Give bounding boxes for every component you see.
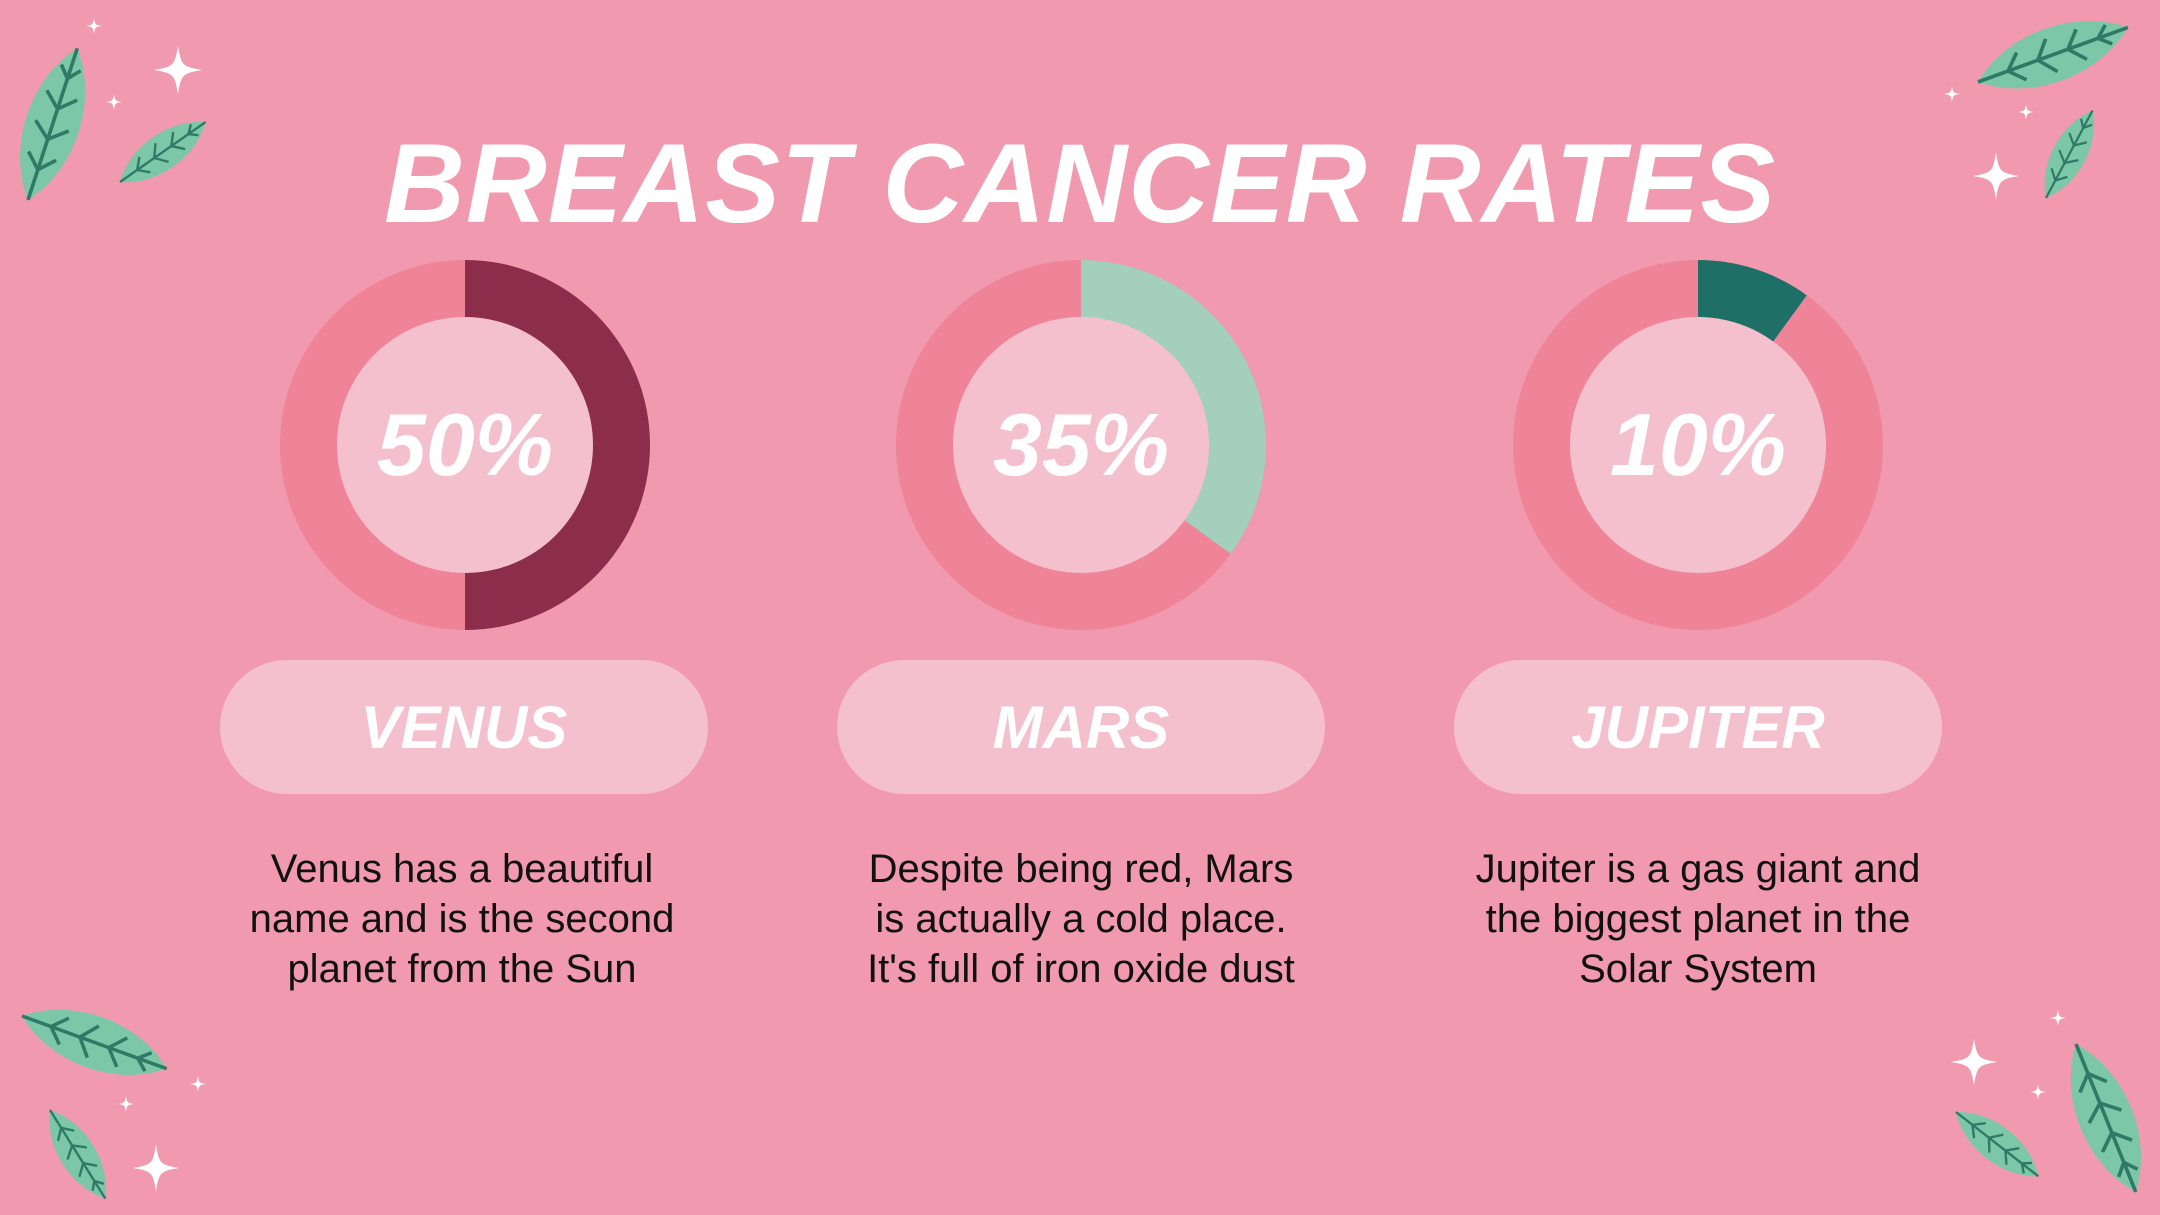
donut-svg — [280, 260, 650, 630]
sparkle-icon — [2018, 104, 2034, 120]
leaf-icon — [1966, 0, 2139, 110]
sparkle-icon — [1950, 1038, 1998, 1086]
sparkle-icon — [106, 94, 122, 110]
inner-disc — [953, 317, 1209, 573]
description-mars: Despite being red, Mars is actually a co… — [867, 847, 1295, 991]
leaf-icon — [2048, 1032, 2160, 1204]
sparkle-icon — [118, 1096, 134, 1112]
label-pill-venus: VENUS — [220, 660, 708, 794]
percent-label: 50% — [376, 395, 554, 494]
leaf-icon — [33, 1099, 122, 1210]
donut-svg — [896, 260, 1266, 630]
sparkle-icon — [1944, 86, 1960, 102]
leaf-icon — [11, 989, 178, 1096]
donut-chart-mars: 35% — [896, 260, 1266, 630]
inner-disc — [1570, 317, 1826, 573]
sparkle-icon — [2030, 1084, 2046, 1100]
percent-label: 10% — [1609, 395, 1787, 494]
description-venus: Venus has a beautiful name and is the se… — [249, 847, 675, 991]
leaf-icon — [1943, 1096, 2051, 1192]
label-pill-jupiter: JUPITER — [1454, 660, 1942, 794]
donut-chart-jupiter: 10% — [1513, 260, 1883, 630]
slice-venus — [465, 260, 650, 630]
page-title: BREAST CANCER RATES — [383, 121, 1777, 246]
sparkle-icon — [2050, 1010, 2066, 1026]
percent-label: 35% — [992, 395, 1170, 494]
label-pill-mars: MARS — [837, 660, 1325, 794]
sparkle-icon — [190, 1076, 206, 1092]
donut-svg — [1513, 260, 1883, 630]
sparkle-icon — [132, 1144, 180, 1192]
donut-chart-venus: 50% — [280, 260, 650, 630]
inner-disc — [337, 317, 593, 573]
description-jupiter: Jupiter is a gas giant and the biggest p… — [1475, 847, 1921, 991]
sparkle-icon — [86, 18, 102, 34]
sparkle-icon — [153, 45, 203, 95]
